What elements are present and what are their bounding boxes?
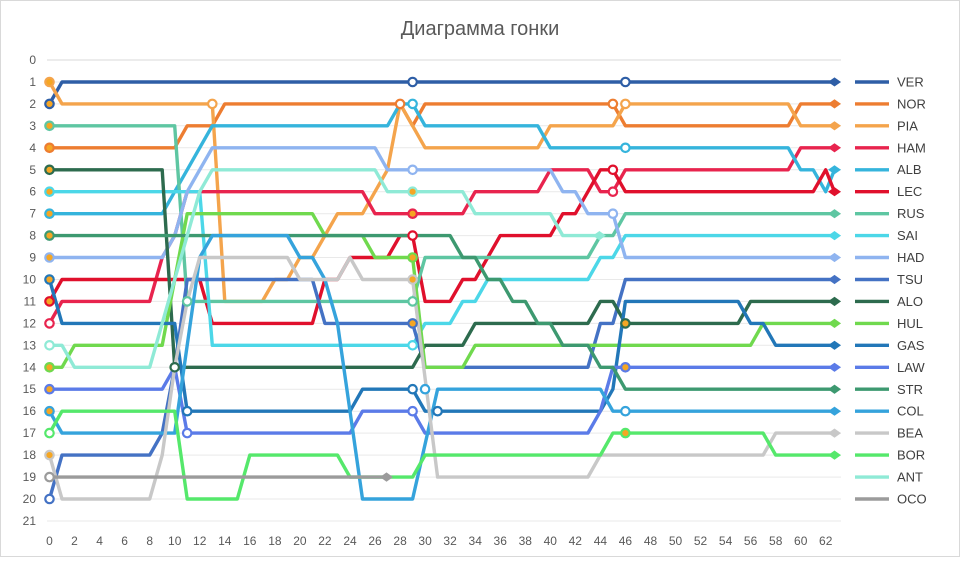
svg-text:OCO: OCO [897,492,927,507]
svg-text:22: 22 [318,534,332,548]
svg-text:2: 2 [29,97,36,111]
svg-text:18: 18 [268,534,282,548]
svg-text:46: 46 [619,534,633,548]
svg-text:14: 14 [23,360,37,374]
svg-text:12: 12 [193,534,207,548]
svg-text:BEA: BEA [897,426,923,441]
svg-text:15: 15 [23,382,37,396]
svg-text:GAS: GAS [897,338,925,353]
svg-text:50: 50 [669,534,683,548]
svg-text:14: 14 [218,534,232,548]
svg-text:48: 48 [644,534,658,548]
svg-text:11: 11 [24,294,37,308]
svg-text:SAI: SAI [897,228,918,243]
svg-text:20: 20 [23,492,37,506]
svg-text:28: 28 [393,534,407,548]
svg-text:7: 7 [29,207,36,221]
svg-text:0: 0 [46,534,53,548]
svg-text:32: 32 [443,534,457,548]
svg-text:38: 38 [519,534,533,548]
svg-text:RUS: RUS [897,206,925,221]
svg-text:HAM: HAM [897,140,926,155]
svg-text:TSU: TSU [897,272,923,287]
svg-text:10: 10 [168,534,182,548]
svg-text:VER: VER [897,75,924,90]
svg-text:BOR: BOR [897,448,925,463]
svg-text:56: 56 [744,534,758,548]
svg-text:54: 54 [719,534,733,548]
svg-text:4: 4 [29,141,36,155]
svg-text:9: 9 [29,251,36,265]
svg-text:16: 16 [23,404,37,418]
svg-text:52: 52 [694,534,708,548]
svg-text:2: 2 [71,534,78,548]
svg-text:NOR: NOR [897,96,926,111]
svg-text:21: 21 [23,514,37,528]
svg-text:PIA: PIA [897,118,918,133]
svg-text:LAW: LAW [897,360,925,375]
svg-text:18: 18 [23,448,37,462]
svg-text:58: 58 [769,534,783,548]
svg-text:COL: COL [897,404,924,419]
svg-text:4: 4 [96,534,103,548]
svg-text:60: 60 [794,534,808,548]
svg-text:Диаграмма гонки: Диаграмма гонки [401,18,560,40]
svg-text:26: 26 [368,534,382,548]
svg-text:3: 3 [29,119,36,133]
svg-text:13: 13 [23,338,37,352]
svg-text:42: 42 [569,534,583,548]
svg-text:5: 5 [29,163,36,177]
svg-text:HAD: HAD [897,250,924,265]
svg-text:16: 16 [243,534,257,548]
svg-text:30: 30 [418,534,432,548]
svg-text:8: 8 [29,229,36,243]
svg-text:ANT: ANT [897,470,923,485]
svg-text:12: 12 [23,316,37,330]
svg-text:LEC: LEC [897,184,922,199]
svg-text:1: 1 [29,75,36,89]
svg-text:6: 6 [29,185,36,199]
svg-text:0: 0 [29,53,36,67]
svg-text:10: 10 [23,273,37,287]
svg-text:STR: STR [897,382,923,397]
svg-text:44: 44 [594,534,608,548]
svg-text:24: 24 [343,534,357,548]
svg-text:ALO: ALO [897,294,923,309]
svg-text:19: 19 [23,470,37,484]
svg-text:HUL: HUL [897,316,923,331]
svg-text:36: 36 [494,534,508,548]
svg-text:40: 40 [544,534,558,548]
svg-text:20: 20 [293,534,307,548]
svg-text:17: 17 [23,426,37,440]
svg-text:6: 6 [121,534,128,548]
svg-text:8: 8 [146,534,153,548]
svg-text:ALB: ALB [897,162,922,177]
svg-text:62: 62 [819,534,833,548]
svg-text:34: 34 [469,534,483,548]
